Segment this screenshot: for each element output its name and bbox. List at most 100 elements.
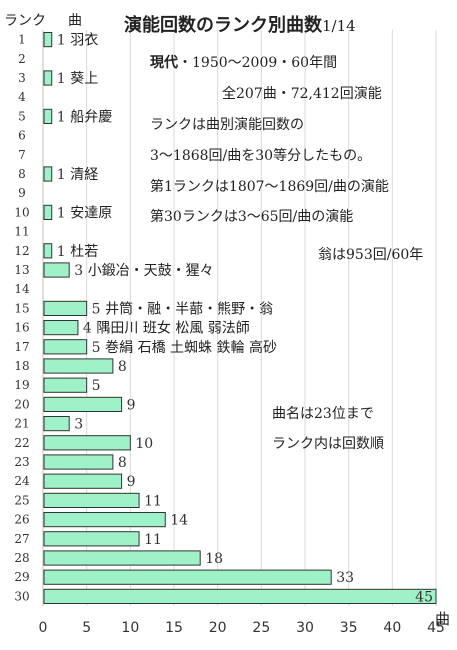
value-label: 4 — [83, 321, 92, 337]
bar — [43, 108, 53, 125]
rank-label: 5 — [18, 109, 26, 123]
note-rank30: 第30ランクは3〜65回/曲の演能 — [150, 209, 354, 225]
value-label: 1 — [57, 244, 66, 260]
x-tick-label: 25 — [252, 620, 270, 636]
note-top23: 曲名は23位まで — [272, 406, 374, 422]
x-tick-label: 35 — [340, 620, 358, 636]
gridlines — [42, 30, 437, 606]
page-indicator: 1/14 — [322, 17, 356, 35]
song-label: 巻絹 石橋 土蜘蛛 鉄輪 高砂 — [105, 339, 277, 356]
x-tick-label: 40 — [383, 620, 401, 636]
note-range: 3〜1868回/曲を30等分したもの。 — [150, 148, 372, 164]
rank-label: 2 — [18, 52, 26, 66]
rank-label: 14 — [14, 282, 30, 296]
note-rank1: 第1ランクは1807〜1869回/曲の演能 — [150, 179, 389, 195]
value-label: 1 — [57, 71, 66, 87]
title-text: 演能回数のランク別曲数 — [124, 15, 322, 36]
note-period-bold: 現代 — [150, 55, 178, 71]
value-label: 14 — [170, 513, 188, 529]
song-label: 羽衣 — [70, 33, 98, 49]
rank-label: 22 — [14, 436, 29, 450]
x-tick-label: 30 — [296, 620, 314, 636]
song-label: 葵上 — [70, 71, 98, 87]
bar — [43, 204, 53, 221]
rank-label: 29 — [14, 570, 29, 584]
rank-label: 24 — [14, 474, 30, 488]
value-label: 1 — [57, 33, 66, 49]
value-label: 5 — [92, 378, 101, 394]
rank-label: 7 — [18, 148, 26, 162]
song-label: 小鍛冶・天鼓・猩々 — [88, 263, 214, 279]
note-period-rest: ・1950〜2009・60年間 — [178, 55, 338, 71]
rank-label: 10 — [14, 205, 29, 219]
rank-label: 28 — [14, 551, 29, 565]
value-label: 8 — [118, 359, 127, 375]
rank-label: 11 — [14, 225, 29, 239]
rank-label: 3 — [18, 71, 26, 85]
x-tick-label: 15 — [165, 620, 183, 636]
value-label: 33 — [336, 570, 354, 586]
song-label: 杜若 — [70, 244, 98, 260]
value-label: 1 — [57, 167, 66, 183]
rank-label: 23 — [14, 455, 29, 469]
rank-label: 1 — [18, 33, 26, 47]
x-tick-label: 0 — [39, 620, 48, 636]
value-label: 1 — [57, 109, 66, 125]
bar — [43, 416, 70, 432]
value-label: 9 — [127, 474, 136, 490]
bar — [43, 166, 53, 182]
rank-label: 30 — [14, 589, 29, 603]
value-label: 9 — [127, 397, 136, 413]
note-rank-def: ランクは曲別演能回数の — [150, 117, 304, 133]
bar — [43, 32, 53, 48]
value-label: 3 — [74, 417, 83, 433]
bar — [43, 320, 79, 336]
bar — [43, 512, 166, 528]
song-label: 船弁慶 — [70, 109, 112, 125]
x-tick-label: 10 — [121, 620, 139, 636]
bar — [43, 531, 140, 547]
rank-label: 25 — [14, 493, 29, 507]
rank-label: 27 — [14, 532, 29, 546]
rank-label: 8 — [18, 167, 26, 181]
rank-label: 15 — [14, 301, 29, 315]
rank-label: 18 — [14, 359, 29, 373]
value-label: 10 — [135, 436, 153, 452]
rank-label: 19 — [14, 378, 29, 392]
header-songs: 曲 — [68, 13, 82, 29]
x-tick-label: 20 — [209, 620, 227, 636]
bar — [43, 435, 131, 451]
bar — [43, 262, 70, 278]
bar — [43, 339, 88, 355]
bar — [43, 588, 437, 604]
value-label: 5 — [92, 301, 101, 317]
song-label: 井筒・融・半蔀・熊野・翁 — [105, 300, 273, 317]
bar — [43, 243, 53, 259]
bar — [43, 396, 123, 412]
bar — [43, 550, 201, 566]
bar — [43, 300, 88, 316]
rank-label: 13 — [14, 263, 29, 277]
rank-label: 21 — [14, 417, 29, 431]
rank-label: 6 — [18, 129, 26, 143]
value-label: 8 — [118, 455, 127, 471]
bar — [43, 569, 332, 585]
rank-labels: 1234567891011121314151617181920212223242… — [14, 33, 30, 604]
note-okina: 翁は953回/60年 — [318, 247, 424, 263]
x-tick-labels: 0 5 10 15 20 25 30 35 40 45 — [39, 620, 445, 636]
x-axis-label: 曲 — [435, 610, 451, 628]
chart-title: 演能回数のランク別曲数1/14 — [124, 11, 356, 37]
note-period: 現代・1950〜2009・60年間 — [150, 52, 337, 72]
bar — [43, 492, 140, 508]
value-label: 11 — [144, 493, 162, 509]
rank-label: 26 — [14, 513, 29, 527]
bars — [43, 32, 437, 604]
bar — [43, 377, 88, 393]
x-tick-label: 5 — [82, 620, 91, 636]
value-label: 18 — [205, 551, 223, 567]
rank-label: 9 — [18, 186, 26, 200]
song-label: 安達原 — [70, 205, 112, 221]
